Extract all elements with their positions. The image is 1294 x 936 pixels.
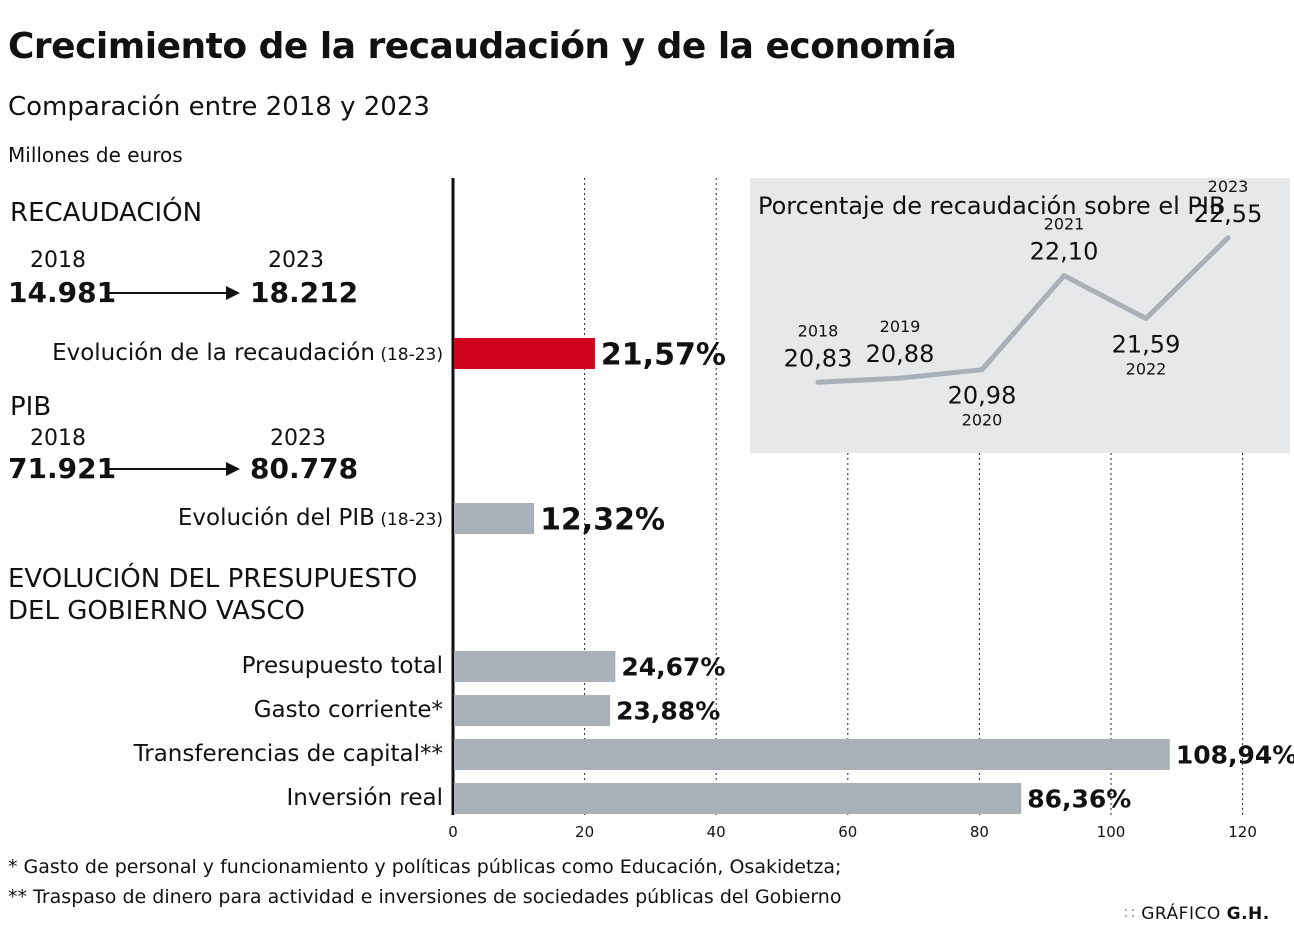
- credit-prefix: GRÁFICO: [1141, 904, 1221, 924]
- inset-series-line: [815, 235, 1231, 385]
- units-label: Millones de euros: [8, 143, 183, 167]
- inset-value-label: 20,98: [948, 382, 1017, 410]
- inset-value-label: 20,83: [784, 344, 853, 372]
- bar-category-note: (18-23): [374, 345, 443, 365]
- credit-name: G.H.: [1226, 904, 1270, 924]
- bar-category-note: (18-23): [374, 510, 443, 530]
- x-tick-label: 80: [970, 823, 989, 841]
- inset-year-label: 2021: [1044, 215, 1085, 234]
- chart-title: Crecimiento de la recaudación y de la ec…: [8, 26, 957, 67]
- chart-subtitle: Comparación entre 2018 y 2023: [8, 92, 430, 122]
- pib-year-end: 2023: [270, 426, 326, 451]
- arrow-head-icon: [226, 462, 240, 476]
- presupuesto-heading-line2: DEL GOBIERNO VASCO: [8, 596, 306, 626]
- x-tick-label: 120: [1228, 823, 1257, 841]
- inset-year-label: 2018: [798, 321, 839, 340]
- inset-background: [750, 178, 1290, 453]
- footnote-2: ** Traspaso de dinero para actividad e i…: [8, 886, 842, 908]
- bar: [454, 338, 595, 369]
- bar-category-name: Gasto corriente*: [253, 697, 443, 723]
- inset-year-label: 2022: [1126, 359, 1167, 378]
- bar: [454, 651, 616, 682]
- pib-heading: PIB: [10, 392, 52, 422]
- bar-category-label: Presupuesto total: [242, 653, 443, 679]
- bar-value-label: 21,57%: [601, 337, 726, 372]
- pib-year-start: 2018: [30, 426, 86, 451]
- recaudacion-year-start: 2018: [30, 248, 86, 273]
- bar-value-label: 86,36%: [1027, 785, 1131, 814]
- bar: [454, 503, 535, 534]
- bar-category-label: Inversión real: [287, 785, 444, 811]
- bar-category-name: Presupuesto total: [241, 653, 443, 679]
- bar-category-name: Evolución de la recaudación: [52, 340, 375, 366]
- x-tick-label: 60: [838, 823, 857, 841]
- presupuesto-heading: EVOLUCIÓN DEL PRESUPUESTO DEL GOBIERNO V…: [8, 563, 417, 627]
- inset-year-label: 2023: [1208, 177, 1249, 196]
- bar-category-label: Transferencias de capital**: [134, 741, 443, 767]
- inset-year-label: 2019: [880, 317, 921, 336]
- bar-value-label: 12,32%: [540, 502, 665, 537]
- credit-dots-icon: ∷: [1124, 904, 1136, 924]
- footnote-1: * Gasto de personal y funcionamiento y p…: [8, 856, 842, 878]
- inset-year-label: 2020: [962, 411, 1003, 430]
- bar: [454, 783, 1022, 814]
- bar-category-label: Evolución de la recaudación (18-23): [52, 340, 443, 366]
- credit: ∷ GRÁFICO G.H.: [1124, 904, 1270, 924]
- bar-category-label: Gasto corriente*: [254, 697, 443, 723]
- inset-value-label: 21,59: [1112, 330, 1181, 358]
- bar-category-name: Evolución del PIB: [177, 505, 375, 531]
- inset-title: Porcentaje de recaudación sobre el PIB: [758, 192, 1225, 220]
- presupuesto-heading-line1: EVOLUCIÓN DEL PRESUPUESTO: [8, 564, 418, 594]
- bar-category-label: Evolución del PIB (18-23): [178, 505, 443, 531]
- recaudacion-year-end: 2023: [268, 248, 324, 273]
- recaudacion-value-start: 14.981: [8, 276, 117, 309]
- inset-value-label: 22,10: [1030, 238, 1099, 266]
- bar: [454, 695, 611, 726]
- bar-value-label: 108,94%: [1176, 741, 1294, 770]
- x-tick-label: 20: [575, 823, 594, 841]
- arrow-head-icon: [226, 286, 240, 300]
- inset-value-label: 20,88: [866, 340, 935, 368]
- x-tick-label: 100: [1097, 823, 1126, 841]
- bar-category-name: Transferencias de capital**: [133, 741, 443, 767]
- recaudacion-heading: RECAUDACIÓN: [10, 198, 203, 228]
- pib-value-end: 80.778: [250, 452, 359, 485]
- bar-value-label: 24,67%: [621, 653, 725, 682]
- pib-value-start: 71.921: [8, 452, 117, 485]
- x-tick-label: 0: [448, 823, 458, 841]
- bar-value-label: 23,88%: [616, 697, 720, 726]
- inset-value-label: 22,55: [1194, 200, 1263, 228]
- bar-category-name: Inversión real: [286, 785, 444, 811]
- bar: [454, 739, 1170, 770]
- recaudacion-value-end: 18.212: [250, 276, 359, 309]
- x-tick-label: 40: [707, 823, 726, 841]
